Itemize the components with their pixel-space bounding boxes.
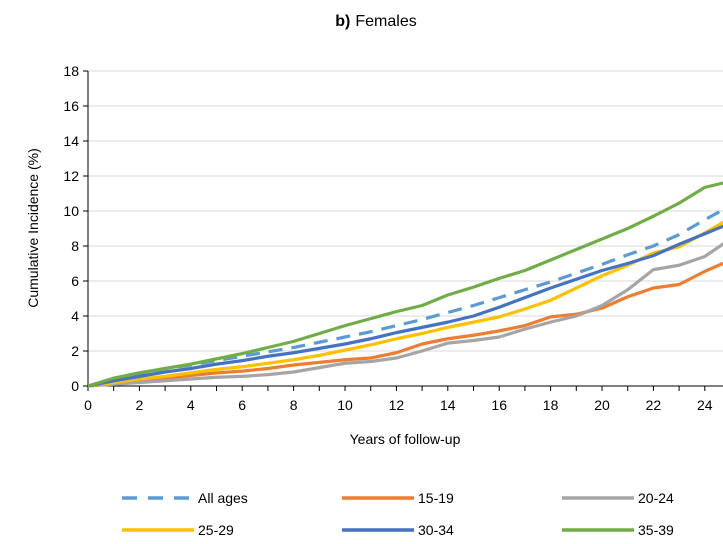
x-tick-label: 8 <box>290 397 298 413</box>
y-tick-label: 2 <box>71 343 79 359</box>
chart-title-prefix: b) <box>335 13 350 30</box>
legend-label: 20-24 <box>638 490 674 506</box>
series-line-35-39 <box>88 181 723 388</box>
y-tick-label: 18 <box>63 63 79 79</box>
x-tick-label: 4 <box>187 397 195 413</box>
y-tick-label: 4 <box>71 308 79 324</box>
legend-label: 15-19 <box>418 490 454 506</box>
y-tick-label: 8 <box>71 238 79 254</box>
y-tick-label: 16 <box>63 98 79 114</box>
x-tick-label: 0 <box>84 397 92 413</box>
series-line-15-19 <box>88 261 723 388</box>
y-axis-label: Cumulative Incidence (%) <box>25 148 41 308</box>
x-axis-label: Years of follow-up <box>350 431 461 447</box>
x-tick-label: 22 <box>646 397 662 413</box>
y-tick-label: 0 <box>71 378 79 394</box>
x-tick-label: 2 <box>136 397 144 413</box>
y-tick-label: 14 <box>63 133 79 149</box>
x-tick-label: 24 <box>697 397 713 413</box>
series-line-all-ages <box>88 208 723 388</box>
x-tick-label: 18 <box>543 397 559 413</box>
x-tick-label: 16 <box>491 397 507 413</box>
legend-label: 25-29 <box>198 522 234 538</box>
y-gridlines <box>88 70 723 352</box>
legend-label: 30-34 <box>418 522 454 538</box>
x-tick-label: 6 <box>238 397 246 413</box>
series-line-30-34 <box>88 224 723 388</box>
chart-legend: All ages 15-19 20-24 25-29 30-34 35-39 <box>122 490 674 538</box>
y-tick-label: 10 <box>63 203 79 219</box>
y-tick-label: 6 <box>71 273 79 289</box>
chart-title: b) Females <box>335 13 416 30</box>
series-line-20-24 <box>88 242 723 388</box>
x-tick-label: 10 <box>337 397 353 413</box>
x-tick-label: 14 <box>440 397 456 413</box>
legend-label: All ages <box>198 490 248 506</box>
x-tick-label: 20 <box>594 397 610 413</box>
legend-label: 35-39 <box>638 522 674 538</box>
series-line-25-29 <box>88 220 723 388</box>
chart-title-text: Females <box>355 13 416 30</box>
series-lines <box>88 181 723 388</box>
y-tick-label: 12 <box>63 168 79 184</box>
x-tick-label: 12 <box>389 397 405 413</box>
